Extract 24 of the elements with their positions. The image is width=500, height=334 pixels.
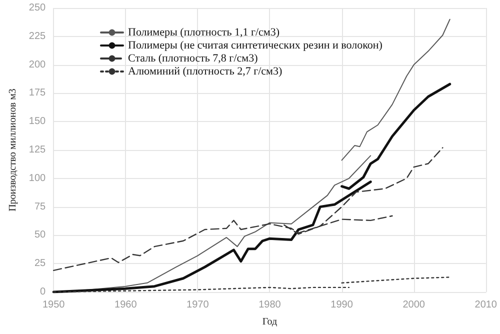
- x-tick-label: 2000: [402, 300, 426, 310]
- legend-label: Сталь (плотность 7,8 г/см3): [128, 52, 258, 64]
- legend-label: Полимеры (плотность 1,1 г/см3): [128, 26, 280, 38]
- legend-label: Алюминий (плотность 2,7 г/см3): [128, 66, 282, 78]
- x-axis-title: Год: [262, 316, 278, 328]
- y-tick-label: 150: [28, 116, 46, 128]
- y-tick-label: 250: [28, 2, 46, 14]
- y-tick-label: 50: [34, 230, 46, 241]
- y-tick-label: 0: [40, 286, 46, 298]
- y-tick-label: 175: [28, 88, 46, 99]
- x-tick-label: 1990: [330, 300, 354, 310]
- y-tick-label: 25: [34, 258, 46, 270]
- x-tick-label: 2010: [474, 300, 498, 310]
- y-tick-label: 200: [28, 59, 46, 70]
- y-tick-label: 225: [28, 30, 46, 42]
- x-tick-label: 1980: [258, 300, 282, 310]
- x-tick-label: 1970: [186, 300, 210, 310]
- y-tick-label: 125: [28, 144, 46, 156]
- x-tick-label: 1950: [42, 300, 66, 310]
- x-tick-label: 1960: [114, 300, 138, 310]
- y-axis-title: Производство миллионов м3: [8, 88, 18, 212]
- y-tick-label: 75: [34, 201, 46, 212]
- legend-label: Полимеры (не считая синтетических резин и волокон): [128, 40, 383, 52]
- y-tick-label: 100: [28, 172, 46, 184]
